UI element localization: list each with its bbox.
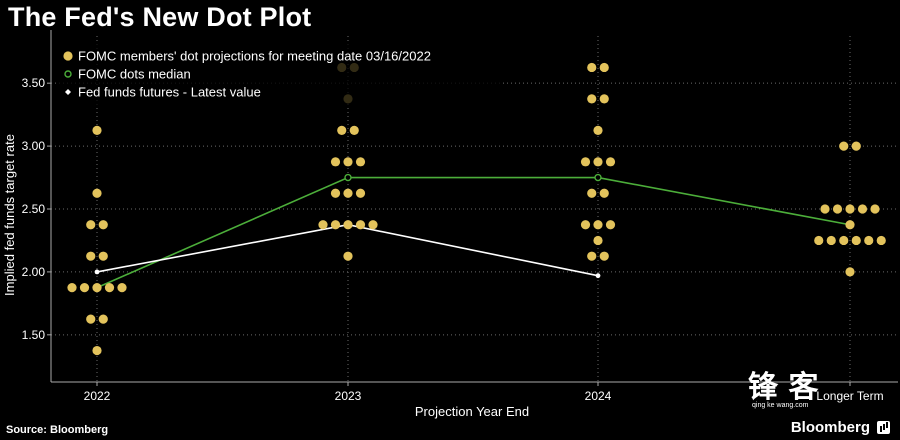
fomc-dot [337,125,347,135]
fomc-dot [857,204,868,214]
fomc-dot [330,220,341,230]
fomc-dot [599,62,609,73]
fomc-dot [104,283,115,293]
y-axis-label: Implied fed funds target rate [2,134,17,296]
fomc-dot [839,141,849,151]
fomc-dot [343,220,353,230]
fomc-dot [587,188,597,198]
fomc-dot [98,314,108,324]
legend-median-marker [64,70,72,78]
fomc-dot [368,220,378,230]
fomc-dot [355,188,366,198]
fomc-dot [355,220,366,230]
fomc-dot [86,314,96,324]
fomc-dot [814,235,824,246]
fomc-dot [343,251,353,261]
watermark-text: 锋 客 [748,370,819,405]
fomc-dot [845,267,855,277]
fomc-dot [593,125,603,135]
fomc-dot [580,157,591,167]
bar-chart-icon [877,421,890,434]
legend-dot-marker [63,51,73,61]
fomc-dot [864,235,874,246]
fomc-dot [343,188,353,198]
fomc-dot [587,62,597,73]
fomc-dot [92,125,102,135]
fomc-dot [343,157,353,167]
legend-dots-entry: FOMC members' dot projections for meetin… [78,49,431,64]
fomc-dot [599,188,609,198]
y-tick-label: 3.50 [22,76,46,90]
fomc-dot [587,94,597,104]
legend-box [58,42,500,108]
y-tick-label: 2.00 [22,265,46,279]
fomc-dot [820,204,830,214]
fomc-dot [587,251,597,261]
fomc-dot [330,188,341,198]
fomc-dot [870,204,880,214]
median-marker [594,173,602,182]
source-note: Source: Bloomberg [6,424,109,436]
fomc-dot [851,141,861,151]
fomc-dot [605,220,616,230]
fomc-dot [593,235,603,246]
fomc-dot [839,235,849,246]
fomc-dot [117,283,127,293]
fomc-dot [826,235,836,246]
fomc-dot [355,157,366,167]
x-tick-label: 2024 [585,389,612,403]
fomc-dot [67,283,77,293]
fomc-dot [599,251,609,261]
fomc-dot [98,251,108,261]
fomc-dot [599,94,609,104]
fomc-dot [851,235,861,246]
fomc-dot [79,283,90,293]
fomc-dot [832,204,843,214]
median-line [96,176,851,289]
x-tick-label: 2022 [84,389,111,403]
x-axis-label: Projection Year End [415,404,529,419]
fomc-dot [330,157,341,167]
legend-futures-marker [65,89,71,95]
watermark-subtext: qing ke wang.com [752,402,809,409]
fomc-dot [98,220,108,230]
fomc-dot [876,235,886,246]
futures-marker [94,269,100,275]
fomc-dot [92,283,102,293]
fomc-dot [593,220,603,230]
legend-futures-entry: Fed funds futures - Latest value [78,85,261,100]
y-tick-label: 1.50 [22,328,46,342]
fomc-dot [92,188,102,198]
fomc-dot [349,125,359,135]
fomc-dot [845,204,855,214]
fomc-dot [92,345,102,356]
fomc-dot [605,157,616,167]
x-tick-label: Longer Term [816,389,883,403]
fomc-dot [580,220,591,230]
fomc-dot [318,220,328,230]
y-tick-label: 3.00 [22,139,46,153]
brand-logo: Bloomberg [790,419,870,436]
median-marker [344,173,352,182]
fomc-dot [593,157,603,167]
y-tick-label: 2.50 [22,202,46,216]
chart-title: The Fed's New Dot Plot [8,2,312,32]
futures-marker [595,273,601,279]
legend-median-entry: FOMC dots median [78,67,191,82]
fomc-dot [845,220,855,230]
fomc-dot [86,251,96,261]
fomc-dot [86,220,96,230]
x-tick-label: 2023 [335,389,362,403]
